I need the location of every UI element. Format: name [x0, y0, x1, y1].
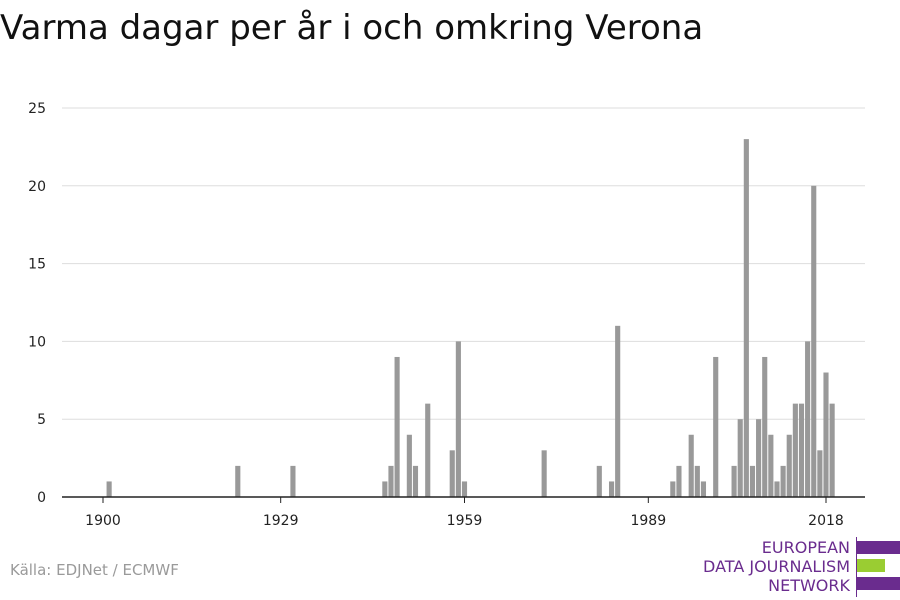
y-tick-label-20: 20 [28, 179, 46, 195]
bar-1993 [670, 481, 676, 497]
bar-1947 [388, 465, 394, 497]
bar-1957 [449, 450, 455, 497]
bar-2011 [780, 465, 786, 497]
bar-1998 [700, 481, 707, 497]
logo-line-1: EUROPEAN [761, 538, 850, 557]
bar-1948 [394, 356, 400, 497]
bar-2004 [737, 419, 743, 497]
bar-1958 [455, 341, 461, 497]
bar-2016 [811, 185, 817, 498]
x-tick-label-1900: 1900 [85, 513, 121, 529]
y-tick-label-10: 10 [28, 334, 46, 350]
bar-1984 [615, 325, 621, 497]
bar-2013 [792, 403, 798, 497]
bar-2007 [756, 419, 762, 497]
bar-1946 [382, 481, 388, 497]
bar-2018 [823, 372, 829, 497]
logo-line-3: NETWORK [768, 576, 850, 595]
bar-1996 [688, 434, 694, 497]
bar-2005 [743, 139, 749, 497]
bar-2015 [805, 341, 811, 497]
bar-1959 [461, 481, 468, 497]
y-tick-labels: 0 5 10 15 20 25 [28, 101, 46, 506]
bar-1994 [676, 465, 682, 497]
x-tick-label-1959: 1959 [447, 513, 483, 529]
bar-chart: 0 5 10 15 20 25 1900 1929 1959 1989 2018 [28, 101, 865, 529]
bar-2010 [774, 481, 780, 497]
x-axis [62, 496, 865, 503]
y-tick-label-0: 0 [37, 490, 46, 506]
bar-2014 [798, 403, 805, 497]
y-tick-label-15: 15 [28, 257, 46, 273]
bar-2012 [786, 434, 792, 497]
y-tick-label-25: 25 [28, 101, 46, 117]
bar-1983 [608, 481, 615, 497]
source-note: Källa: EDJNet / ECMWF [10, 561, 179, 579]
bar-1931 [290, 465, 296, 497]
bar-2006 [749, 465, 756, 497]
gridlines [62, 107, 865, 420]
bar-1950 [406, 434, 412, 497]
bar-1901 [106, 481, 112, 497]
edjnet-logo: EUROPEAN DATA JOURNALISM NETWORK [700, 537, 900, 597]
chart-title: Varma dagar per år i och omkring Verona [0, 8, 704, 48]
bar-2008 [762, 356, 768, 497]
logo-bar-purple-top [857, 541, 900, 554]
x-tick-labels: 1900 1929 1959 1989 2018 [85, 513, 844, 529]
y-tick-label-5: 5 [37, 412, 46, 428]
bar-2019 [829, 403, 835, 497]
bar-1997 [694, 465, 700, 497]
bar-1972 [541, 450, 547, 497]
bar-2003 [731, 465, 737, 497]
bar-2009 [768, 434, 774, 497]
bars [106, 139, 835, 498]
bar-1953 [425, 403, 431, 497]
logo-line-2: DATA JOURNALISM [703, 557, 850, 576]
x-tick-label-1929: 1929 [263, 513, 299, 529]
x-tick-label-1989: 1989 [630, 513, 666, 529]
bar-1951 [412, 465, 419, 497]
bar-2017 [817, 450, 823, 497]
logo-bar-purple-bottom [857, 577, 900, 590]
bar-1981 [596, 465, 602, 497]
bar-1922 [235, 465, 241, 497]
x-tick-label-2018: 2018 [808, 513, 844, 529]
logo-bar-green [857, 559, 885, 572]
logo-divider [856, 537, 857, 597]
bar-2000 [713, 356, 719, 497]
